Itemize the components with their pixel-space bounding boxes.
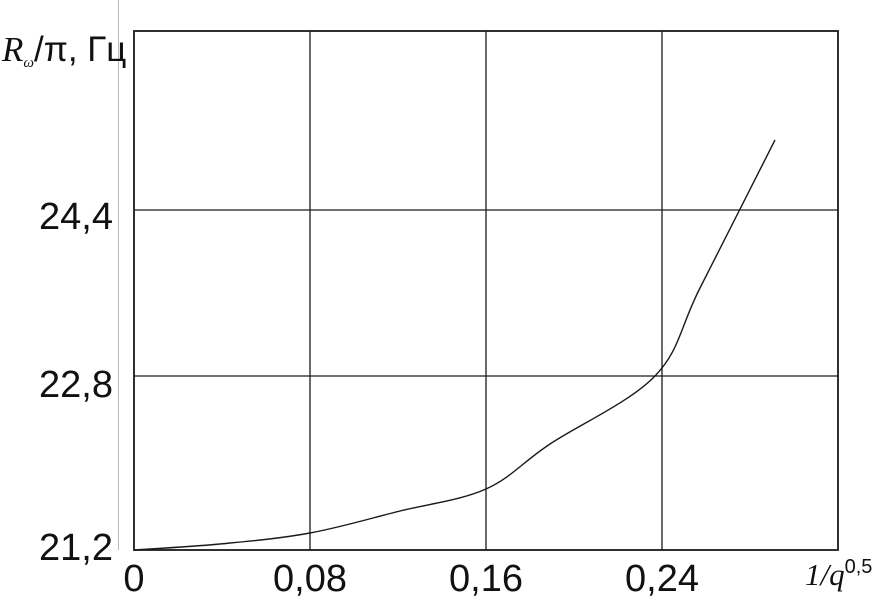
svg-text:22,8: 22,8 <box>39 364 113 406</box>
svg-text:0,08: 0,08 <box>273 558 347 600</box>
svg-text:0,16: 0,16 <box>449 558 523 600</box>
svg-text:0: 0 <box>123 558 144 600</box>
svg-text:21,2: 21,2 <box>39 527 113 569</box>
svg-text:Rω/π, Гц: Rω/π, Гц <box>1 30 126 71</box>
svg-text:24,4: 24,4 <box>39 196 113 238</box>
svg-text:1/q0,5: 1/q0,5 <box>805 556 872 592</box>
svg-text:0,24: 0,24 <box>625 558 699 600</box>
